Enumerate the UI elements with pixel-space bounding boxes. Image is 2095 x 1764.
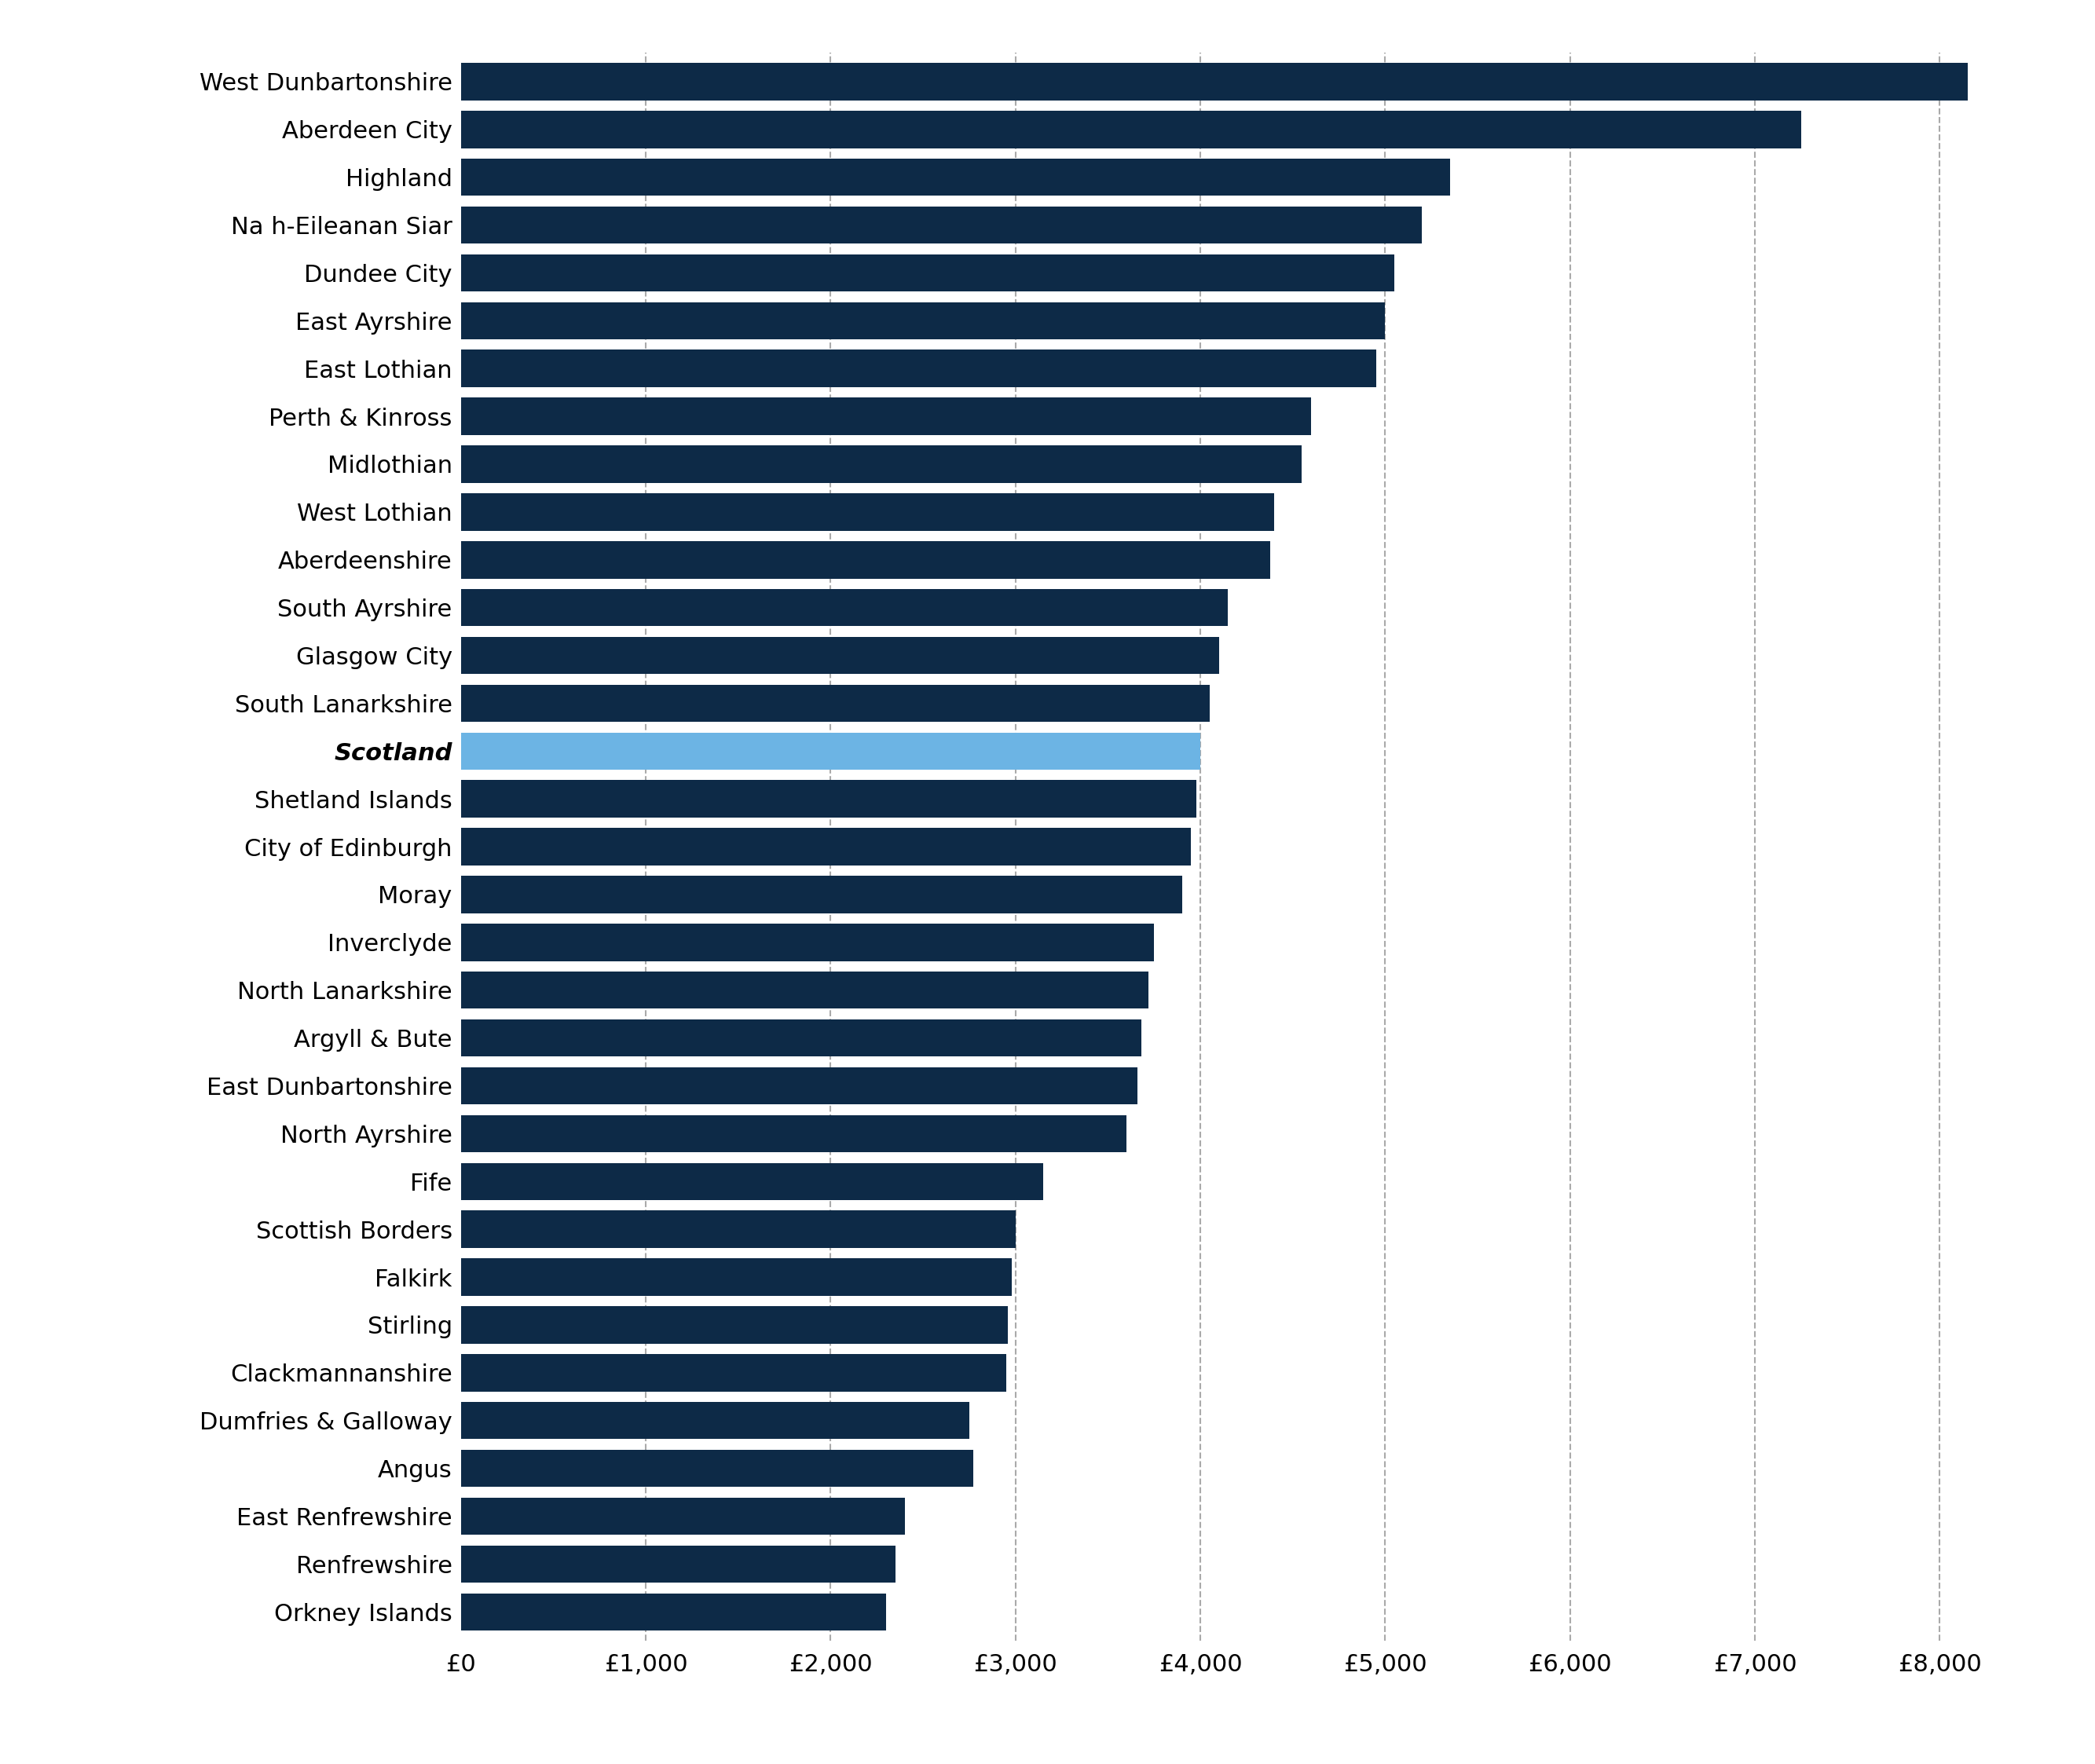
Bar: [461, 159, 1450, 196]
Bar: [461, 972, 1148, 1009]
Bar: [461, 206, 1423, 243]
Bar: [461, 1210, 1016, 1247]
Bar: [461, 827, 1192, 866]
Bar: [461, 254, 1395, 291]
Bar: [461, 1545, 895, 1582]
Bar: [461, 637, 1219, 674]
Bar: [461, 1402, 970, 1439]
Bar: [461, 877, 1182, 914]
Bar: [461, 1307, 1008, 1344]
Bar: [461, 1450, 972, 1487]
Bar: [461, 302, 1385, 339]
Bar: [461, 1258, 1012, 1297]
Bar: [461, 924, 1154, 961]
Bar: [461, 494, 1274, 531]
Bar: [461, 1020, 1142, 1057]
Bar: [461, 397, 1311, 436]
Bar: [461, 589, 1228, 626]
Bar: [461, 1355, 1006, 1392]
Bar: [461, 349, 1376, 386]
Bar: [461, 780, 1196, 817]
Bar: [461, 684, 1209, 721]
Bar: [461, 111, 1802, 148]
Bar: [461, 64, 1967, 101]
Bar: [461, 1593, 886, 1630]
Bar: [461, 1498, 905, 1535]
Bar: [461, 1115, 1127, 1152]
Bar: [461, 1067, 1138, 1104]
Bar: [461, 1162, 1043, 1200]
Bar: [461, 542, 1270, 579]
Bar: [461, 732, 1200, 769]
Bar: [461, 446, 1301, 483]
